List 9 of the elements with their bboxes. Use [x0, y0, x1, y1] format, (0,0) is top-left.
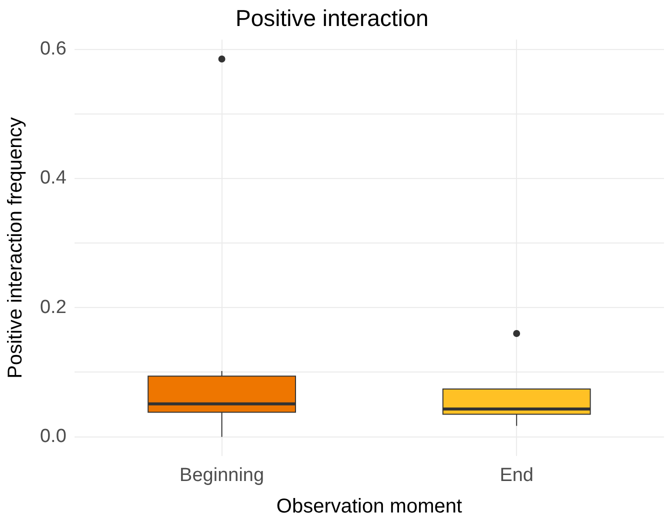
y-tick-label: 0.4	[40, 168, 67, 189]
y-axis-title: Positive interaction frequency	[4, 117, 27, 379]
y-tick-label: 0.2	[40, 296, 66, 318]
x-tick-label: End	[500, 464, 534, 486]
y-tick-label: 0.6	[40, 38, 66, 60]
x-axis-title: Observation moment	[276, 496, 462, 518]
chart-title: Positive interaction	[235, 5, 429, 32]
y-tick-label: 0.0	[40, 426, 66, 448]
x-tick-label: Beginning	[180, 464, 264, 486]
